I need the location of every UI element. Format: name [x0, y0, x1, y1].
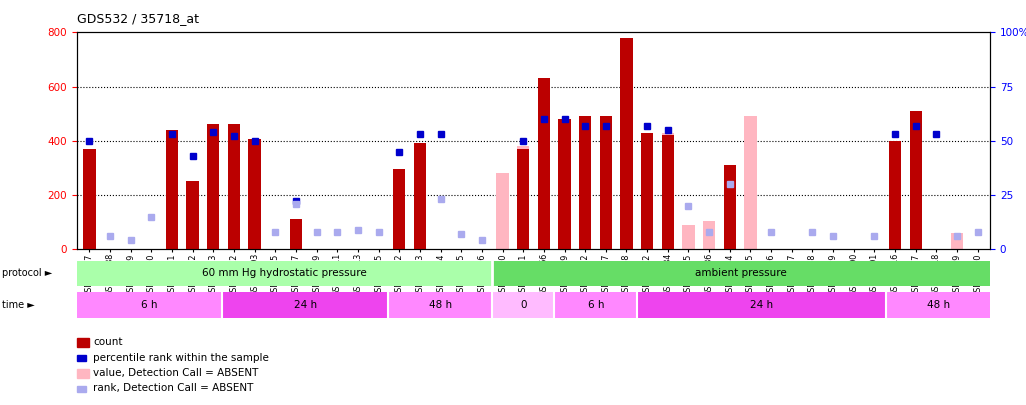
Text: count: count	[93, 337, 123, 347]
Bar	[492, 261, 990, 286]
Bar	[621, 38, 633, 249]
Text: 6 h: 6 h	[142, 300, 158, 310]
Bar	[744, 116, 756, 249]
Text: 24 h: 24 h	[750, 300, 774, 310]
Text: 24 h: 24 h	[293, 300, 317, 310]
Bar	[492, 292, 554, 318]
Bar	[662, 135, 674, 249]
Bar	[166, 130, 179, 249]
Bar	[207, 124, 220, 249]
Bar	[77, 292, 223, 318]
Text: time ►: time ►	[2, 300, 35, 310]
Bar	[289, 219, 302, 249]
Text: 6 h: 6 h	[588, 300, 604, 310]
Bar	[497, 173, 509, 249]
Text: rank, Detection Call = ABSENT: rank, Detection Call = ABSENT	[93, 384, 253, 393]
Bar	[909, 111, 922, 249]
Bar	[951, 233, 963, 249]
Text: ambient pressure: ambient pressure	[696, 269, 787, 278]
Bar	[886, 292, 990, 318]
Bar	[413, 143, 426, 249]
Bar	[83, 149, 95, 249]
Text: protocol ►: protocol ►	[2, 269, 52, 278]
Bar	[388, 292, 492, 318]
Bar	[248, 139, 261, 249]
Bar	[889, 141, 901, 249]
Bar	[682, 225, 695, 249]
Bar	[554, 292, 637, 318]
Text: percentile rank within the sample: percentile rank within the sample	[93, 353, 269, 362]
Bar	[393, 169, 405, 249]
Text: 48 h: 48 h	[429, 300, 451, 310]
Text: value, Detection Call = ABSENT: value, Detection Call = ABSENT	[93, 368, 259, 378]
Bar	[703, 221, 715, 249]
Bar	[187, 181, 199, 249]
Bar	[599, 116, 613, 249]
Bar	[517, 146, 529, 249]
Bar	[517, 149, 529, 249]
Bar	[723, 165, 736, 249]
Bar	[77, 261, 492, 286]
Bar	[228, 124, 240, 249]
Text: 0: 0	[520, 300, 526, 310]
Bar	[641, 132, 654, 249]
Bar	[223, 292, 388, 318]
Text: 60 mm Hg hydrostatic pressure: 60 mm Hg hydrostatic pressure	[202, 269, 367, 278]
Text: GDS532 / 35718_at: GDS532 / 35718_at	[77, 12, 199, 25]
Text: 48 h: 48 h	[926, 300, 950, 310]
Bar	[579, 116, 591, 249]
Bar	[558, 119, 570, 249]
Bar	[662, 132, 674, 249]
Bar	[637, 292, 886, 318]
Bar	[538, 79, 550, 249]
